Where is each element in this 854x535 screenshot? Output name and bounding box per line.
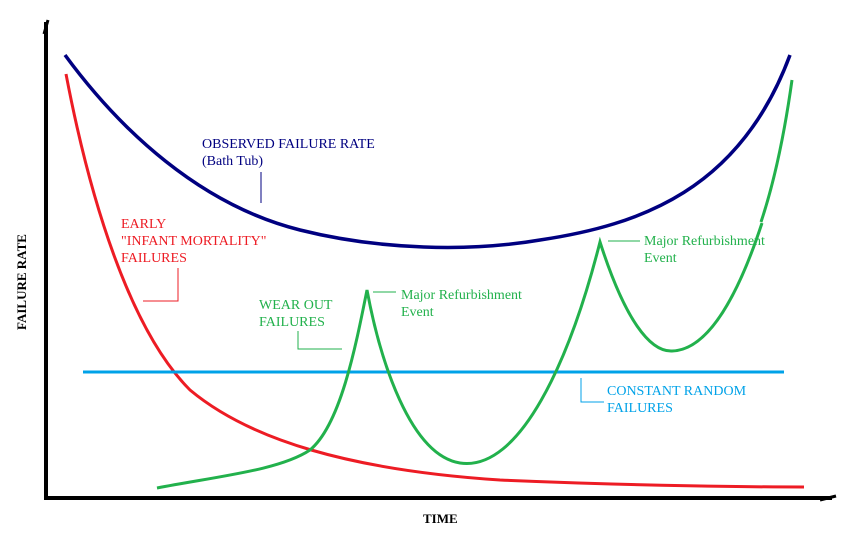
refurb1-label-line1: Major Refurbishment bbox=[401, 288, 522, 303]
axes bbox=[42, 19, 837, 502]
early-label-line2: "INFANT MORTALITY" bbox=[121, 234, 267, 249]
refurb1-label-line2: Event bbox=[401, 305, 434, 320]
constant-label-line2: FAILURES bbox=[607, 401, 673, 416]
wear-out-label: WEAR OUT FAILURES bbox=[259, 297, 333, 331]
early-failures-curve bbox=[64, 73, 805, 489]
x-axis-title: TIME bbox=[423, 511, 458, 526]
wear-out-failures-end-segment bbox=[759, 79, 794, 223]
y-axis-arrow-icon bbox=[42, 19, 50, 35]
wear-out-failures-curve bbox=[156, 222, 764, 490]
refurb2-label-line2: Event bbox=[644, 251, 677, 266]
wear-out-leader-line bbox=[297, 331, 342, 350]
refurb2-label-line1: Major Refurbishment bbox=[644, 234, 765, 249]
constant-leader-line bbox=[580, 378, 604, 403]
refurb2-label: Major Refurbishment Event bbox=[644, 233, 765, 267]
observed-label-line2: (Bath Tub) bbox=[202, 154, 264, 169]
refurb1-label: Major Refurbishment Event bbox=[401, 287, 522, 321]
early-leader-line bbox=[143, 268, 179, 302]
observed-label: OBSERVED FAILURE RATE (Bath Tub) bbox=[202, 136, 375, 170]
wear-out-label-line2: FAILURES bbox=[259, 315, 325, 330]
y-axis-title: FAILURE RATE bbox=[14, 234, 29, 330]
constant-label-line1: CONSTANT RANDOM bbox=[607, 384, 747, 399]
wear-out-label-line1: WEAR OUT bbox=[259, 298, 333, 313]
early-label-line1: EARLY bbox=[121, 217, 167, 232]
x-axis-arrow-icon bbox=[819, 494, 837, 502]
observed-label-line1: OBSERVED FAILURE RATE bbox=[202, 137, 375, 152]
early-label: EARLY "INFANT MORTALITY" FAILURES bbox=[121, 216, 266, 267]
observed-failure-rate-curve bbox=[63, 53, 792, 250]
constant-label: CONSTANT RANDOM FAILURES bbox=[607, 383, 746, 417]
early-label-line3: FAILURES bbox=[121, 251, 187, 266]
